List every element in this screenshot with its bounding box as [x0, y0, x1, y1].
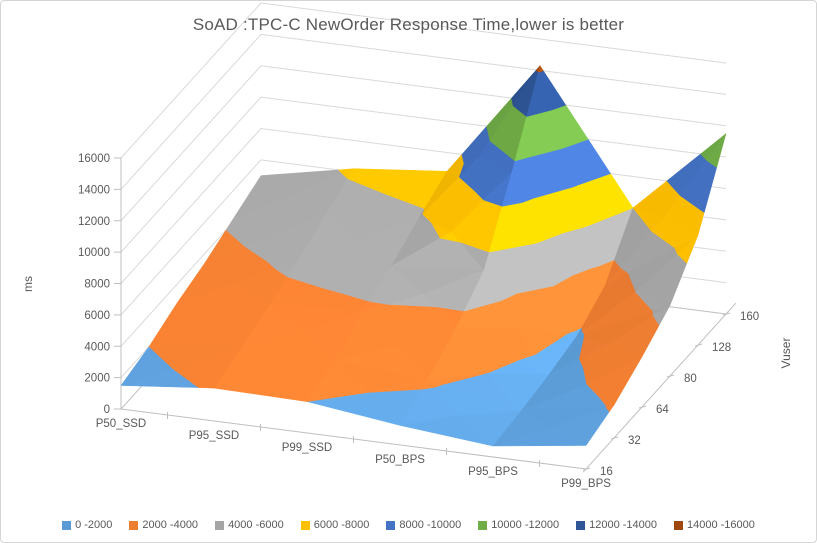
surface-band-face [515, 326, 568, 355]
x-tick-label: P99_SSD [282, 442, 333, 454]
legend-swatch [576, 520, 586, 530]
legend-swatch [215, 520, 225, 530]
category-axis [120, 408, 587, 470]
y-tick-label: 4000 [84, 341, 110, 353]
x-tick-label: P95_SSD [189, 430, 240, 442]
legend-item: 6000 -8000 [300, 519, 370, 531]
legend-label: 6000 -8000 [313, 519, 370, 531]
surface-band-face [706, 133, 727, 168]
surface-band-face [511, 171, 534, 203]
y-tick-label: 8000 [84, 279, 110, 291]
legend-label: 12000 -14000 [589, 519, 657, 531]
legend-item: 8000 -10000 [386, 519, 461, 531]
surface-band-face [652, 304, 671, 326]
legend-swatch [478, 520, 488, 530]
z-axis-title: Vuser [779, 338, 793, 369]
legend-label: 0 -2000 [75, 519, 113, 531]
y-tick-label: 10000 [78, 247, 110, 259]
legend-swatch [62, 520, 72, 530]
surface-band-face [572, 182, 579, 188]
z-tick-label: 128 [712, 342, 731, 354]
surface-mesh [120, 64, 727, 447]
legend-item: 4000 -6000 [215, 519, 284, 531]
surface-band-face [455, 327, 520, 374]
surface-band-face [536, 233, 592, 276]
x-tick-label: P50_SSD [96, 418, 147, 430]
y-tick-label: 6000 [84, 310, 110, 322]
x-tick-label: P95_BPS [468, 466, 518, 478]
z-tick-label: 160 [740, 311, 759, 323]
legend: 0 -2000 2000 -4000 4000 -6000 6000 -8000 800… [1, 519, 816, 531]
legend-swatch [386, 520, 396, 530]
value-axis [114, 157, 122, 410]
legend-swatch [674, 520, 683, 530]
legend-label: 4000 -6000 [228, 519, 284, 531]
legend-item: 12000 -14000 [576, 519, 657, 531]
legend-item: 2000 -4000 [129, 519, 198, 531]
y-tick-label: 12000 [78, 216, 110, 228]
legend-item: 14000 -16000 [674, 519, 755, 531]
surface-band-face [539, 65, 544, 72]
surface-band-face [605, 404, 615, 413]
y-tick-label: 16000 [78, 153, 110, 165]
y-tick-label: 0 [104, 404, 110, 416]
z-tick-label: 80 [684, 373, 697, 385]
y-tick-label: 2000 [84, 373, 110, 385]
legend-item: 0 -2000 [62, 519, 112, 531]
x-tick-label: P99_BPS [561, 478, 611, 490]
surface-band-face [483, 270, 518, 302]
surface-band-face [562, 138, 611, 186]
y-tick-label: 14000 [78, 184, 110, 196]
surface-band-face [427, 378, 444, 388]
surface-band-face [500, 293, 572, 335]
z-tick-label: 32 [628, 435, 641, 447]
z-tick-label: 64 [656, 404, 669, 416]
chart-title: SoAD :TPC-C NewOrder Response Time,lower… [192, 15, 625, 34]
legend-label: 2000 -4000 [142, 519, 199, 531]
depth-axis [582, 302, 737, 473]
legend-swatch [300, 520, 310, 530]
x-tick-label: P50_BPS [375, 454, 425, 466]
legend-item: 10000 -12000 [478, 519, 559, 531]
surface-band-face [586, 356, 643, 406]
y-axis-title: ms [21, 276, 35, 292]
surface-band-face [544, 265, 574, 287]
legend-label: 10000 -12000 [491, 519, 560, 531]
z-tick-label: 16 [600, 466, 613, 478]
legend-label: 14000 -16000 [687, 519, 755, 531]
surface-band-face [676, 235, 699, 264]
legend-swatch [129, 520, 139, 530]
legend-label: 8000 -10000 [399, 519, 462, 531]
